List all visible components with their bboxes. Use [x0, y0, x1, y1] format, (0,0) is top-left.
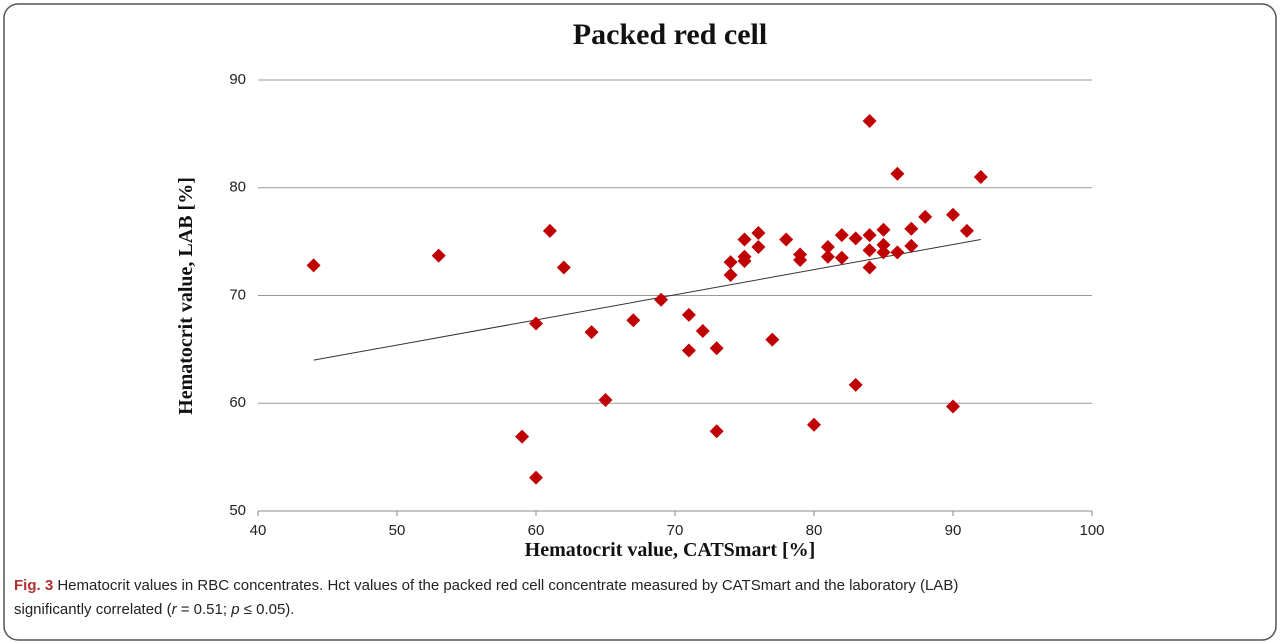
- figure-frame: [3, 3, 1277, 641]
- caption-line: significantly correlated (r = 0.51; p ≤ …: [14, 601, 294, 618]
- data-point: [848, 231, 863, 246]
- data-point: [890, 166, 905, 181]
- caption-text: r: [172, 601, 178, 618]
- data-point: [556, 260, 571, 275]
- x-tick-label: 100: [1079, 522, 1104, 539]
- x-tick-label: 60: [528, 522, 545, 539]
- x-tick-label: 80: [806, 522, 823, 539]
- data-point: [904, 221, 919, 236]
- data-point: [515, 429, 530, 444]
- data-point: [904, 238, 919, 253]
- data-point: [834, 228, 849, 243]
- data-point: [709, 341, 724, 356]
- chart-title: Packed red cell: [573, 18, 767, 51]
- data-point: [626, 313, 641, 328]
- x-axis-label: Hematocrit value, CATSmart [%]: [525, 539, 816, 561]
- data-point: [542, 223, 557, 238]
- data-point: [737, 232, 752, 247]
- data-point: [946, 399, 960, 414]
- y-tick-label: 70: [229, 286, 246, 303]
- data-point: [918, 209, 933, 224]
- data-point: [973, 169, 988, 184]
- data-point: [779, 232, 794, 247]
- data-point: [807, 417, 821, 432]
- data-point: [681, 307, 696, 322]
- data-point: [695, 324, 710, 339]
- caption-line: Fig. 3 Hematocrit values in RBC concentr…: [14, 577, 958, 594]
- data-point: [598, 393, 613, 408]
- x-tick-label: 50: [389, 522, 406, 539]
- x-tick-label: 40: [250, 522, 267, 539]
- caption-text: Hematocrit values in RBC concentrates. H…: [53, 577, 958, 594]
- data-point: [876, 245, 891, 260]
- data-point: [751, 240, 766, 255]
- data-point: [584, 325, 599, 340]
- data-point: [862, 243, 877, 258]
- data-point: [431, 248, 446, 263]
- data-point: [959, 223, 974, 238]
- data-point: [862, 228, 877, 243]
- data-point: [306, 258, 321, 273]
- x-tick-label: 70: [667, 522, 684, 539]
- data-point: [820, 240, 835, 255]
- data-point: [529, 316, 543, 331]
- x-tick-label: 90: [945, 522, 962, 539]
- data-point: [723, 255, 738, 270]
- data-point: [681, 343, 696, 358]
- caption-text: = 0.51;: [177, 601, 232, 618]
- data-point: [737, 249, 752, 264]
- y-tick-label: 90: [229, 71, 246, 88]
- data-point: [820, 249, 835, 264]
- data-point: [751, 226, 766, 241]
- y-axis-label: Hematocrit value, LAB [%]: [175, 177, 197, 415]
- data-point: [876, 222, 891, 237]
- data-point: [529, 470, 543, 485]
- y-tick-label: 60: [229, 394, 246, 411]
- y-tick-label: 50: [229, 502, 246, 519]
- data-point: [834, 250, 849, 265]
- y-tick-label: 80: [229, 179, 246, 196]
- caption-text: significantly correlated (: [14, 601, 172, 618]
- caption-text: ≤ 0.05).: [240, 601, 295, 618]
- data-point: [946, 207, 960, 222]
- data-point: [848, 377, 863, 392]
- caption-label: Fig. 3: [14, 577, 53, 594]
- data-point: [793, 247, 808, 262]
- data-point: [723, 268, 738, 283]
- data-point: [765, 332, 780, 347]
- data-point: [654, 292, 669, 307]
- trend-line: [313, 238, 981, 361]
- data-point: [862, 113, 877, 128]
- data-point: [890, 245, 905, 260]
- data-point: [709, 424, 724, 439]
- data-point: [876, 237, 891, 252]
- data-point: [862, 260, 877, 275]
- caption-text: p: [230, 601, 239, 618]
